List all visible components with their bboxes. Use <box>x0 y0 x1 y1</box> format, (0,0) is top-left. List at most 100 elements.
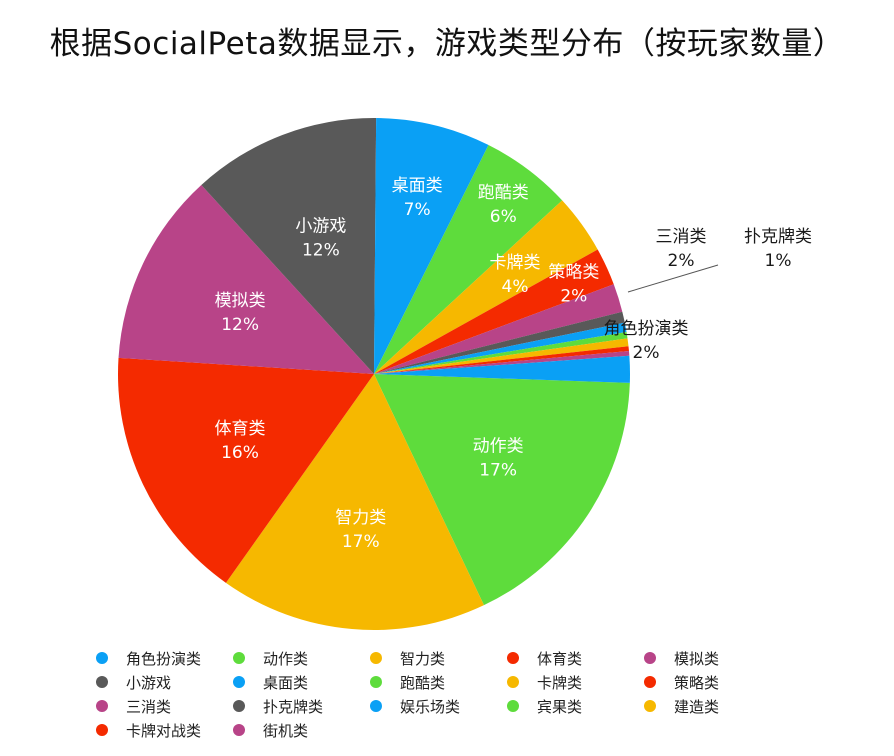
legend-item: 娱乐场类 <box>370 696 507 717</box>
legend-label: 卡牌对战类 <box>126 721 202 740</box>
legend-item: 宾果类 <box>507 696 644 717</box>
callout-pct-1: 1% <box>765 251 792 271</box>
legend-label: 卡牌类 <box>537 673 583 692</box>
legend-label: 三消类 <box>126 697 172 716</box>
callout-label-1: 扑克牌类 <box>744 227 812 247</box>
pie-slice-6 <box>374 145 563 374</box>
chart-title: 根据SocialPeta数据显示，游戏类型分布（按玩家数量） <box>49 26 845 62</box>
legend-item: 小游戏 <box>96 672 233 693</box>
legend-swatch <box>233 652 245 664</box>
legend-row: 角色扮演类 动作类 智力类 体育类 模拟类 <box>96 646 856 670</box>
pie-slice-0 <box>374 374 630 606</box>
legend-swatch <box>96 676 108 688</box>
legend-label: 跑酷类 <box>400 673 446 692</box>
legend-swatch <box>644 652 656 664</box>
legend-swatch <box>233 724 245 736</box>
pie-slice-5 <box>374 118 489 375</box>
legend-label: 小游戏 <box>126 673 172 692</box>
legend-label: 街机类 <box>263 721 309 740</box>
legend-swatch <box>370 676 382 688</box>
legend-item: 智力类 <box>370 648 507 669</box>
pie-slice-15 <box>374 351 630 374</box>
legend-item: 卡牌类 <box>507 672 644 693</box>
legend-swatch <box>233 676 245 688</box>
legend-swatch <box>96 724 108 736</box>
legend-swatch <box>370 700 382 712</box>
legend-label: 策略类 <box>674 673 720 692</box>
legend-item: 桌面类 <box>233 672 370 693</box>
legend-row: 三消类 扑克牌类 娱乐场类 宾果类 建造类 <box>96 694 856 718</box>
legend-row: 卡牌对战类 街机类 <box>96 718 856 742</box>
pie-slice-11 <box>374 322 627 374</box>
slice-label-2: 体育类 <box>215 419 266 439</box>
legend-item: 跑酷类 <box>370 672 507 693</box>
slice-label-5: 桌面类 <box>392 176 443 196</box>
slice-pct-3: 12% <box>221 315 259 335</box>
slice-label-3: 模拟类 <box>215 291 266 311</box>
slice-pct-4: 12% <box>302 240 340 260</box>
legend-swatch <box>233 700 245 712</box>
pie-slices <box>117 118 631 630</box>
callout-label-0: 三消类 <box>656 227 707 247</box>
legend-item: 体育类 <box>507 648 644 669</box>
legend-item: 扑克牌类 <box>233 696 370 717</box>
legend-item: 建造类 <box>644 696 781 717</box>
pie-inner-labels: 动作类 17% 智力类 17% 体育类 16% 模拟类 12% 小游戏 12% 桌面类 7% 跑酷类 6%… <box>215 176 600 552</box>
slice-pct-6: 6% <box>490 207 517 227</box>
legend-swatch <box>370 652 382 664</box>
slice-pct-5: 7% <box>404 200 431 220</box>
pie-slice-16 <box>374 355 631 383</box>
pie-slice-14 <box>374 346 629 374</box>
legend-item: 卡牌对战类 <box>96 720 233 741</box>
legend-swatch <box>644 700 656 712</box>
legend-label: 角色扮演类 <box>126 649 202 668</box>
slice-label-4: 小游戏 <box>295 216 346 236</box>
legend-item: 模拟类 <box>644 648 781 669</box>
slice-label-7: 卡牌类 <box>490 253 541 273</box>
slice-pct-7: 4% <box>502 277 529 297</box>
legend-item: 角色扮演类 <box>96 648 233 669</box>
legend-swatch <box>507 676 519 688</box>
legend-swatch <box>507 652 519 664</box>
slice-pct-0: 17% <box>479 460 517 480</box>
legend-item: 策略类 <box>644 672 781 693</box>
legend-item: 三消类 <box>96 696 233 717</box>
legend-swatch <box>507 700 519 712</box>
slice-label-0: 动作类 <box>473 436 524 456</box>
pie-slice-10 <box>374 311 625 374</box>
slice-pct-1: 17% <box>342 532 380 552</box>
legend-item: 街机类 <box>233 720 370 741</box>
legend-row: 小游戏 桌面类 跑酷类 卡牌类 策略类 <box>96 670 856 694</box>
legend-item: 动作类 <box>233 648 370 669</box>
slice-label-6: 跑酷类 <box>478 183 529 203</box>
legend-swatch <box>96 700 108 712</box>
pie-slice-13 <box>374 338 629 374</box>
pie-slice-4 <box>201 118 377 374</box>
callout-pct-2: 2% <box>633 343 660 363</box>
pie-chart: 动作类 17% 智力类 17% 体育类 16% 模拟类 12% 小游戏 12% 桌面类 7% 跑酷类 6%… <box>117 118 813 630</box>
legend-swatch <box>96 652 108 664</box>
legend-label: 扑克牌类 <box>263 697 324 716</box>
legend-label: 建造类 <box>674 697 720 716</box>
pie-callouts: 三消类 2% 扑克牌类 1% 角色扮演类 2% <box>604 227 813 363</box>
pie-slice-8 <box>374 249 614 374</box>
callout-label-2: 角色扮演类 <box>604 319 689 339</box>
legend-swatch <box>644 676 656 688</box>
pie-slice-3 <box>118 185 374 374</box>
slice-label-1: 智力类 <box>335 508 386 528</box>
pie-slice-2 <box>117 357 374 583</box>
pie-slice-9 <box>374 284 623 374</box>
slice-pct-8: 2% <box>560 287 587 307</box>
slice-label-8: 策略类 <box>548 263 599 283</box>
legend-label: 智力类 <box>400 649 446 668</box>
callout-leader-line <box>627 264 719 293</box>
chart-legend: 角色扮演类 动作类 智力类 体育类 模拟类小游戏 桌面类 跑酷类 卡牌类 策略类三消类 扑克牌类 娱… <box>96 646 856 742</box>
legend-label: 宾果类 <box>537 697 583 716</box>
legend-label: 桌面类 <box>263 673 309 692</box>
pie-slice-7 <box>374 200 598 374</box>
pie-slice-12 <box>374 332 628 374</box>
legend-label: 动作类 <box>263 649 309 668</box>
legend-label: 模拟类 <box>674 649 720 668</box>
pie-slice-1 <box>225 374 484 630</box>
legend-label: 体育类 <box>537 649 583 668</box>
